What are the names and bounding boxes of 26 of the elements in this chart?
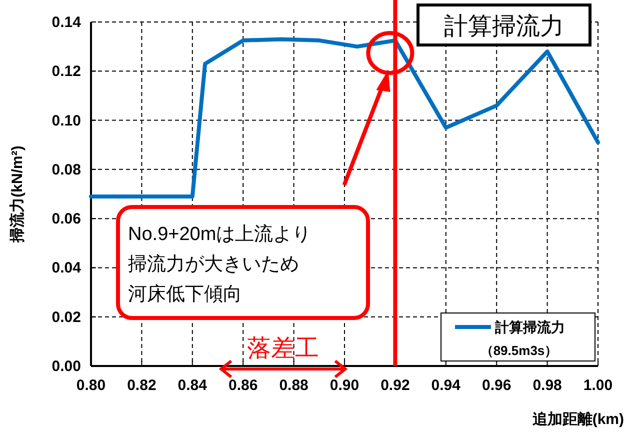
- x-tick-label: 0.88: [279, 377, 308, 394]
- y-tick-label: 0.14: [52, 14, 82, 31]
- line-series: [89, 37, 600, 198]
- x-tick-label: 0.96: [482, 377, 512, 394]
- x-axis-title: 追加距離(km): [531, 411, 624, 428]
- legend-label: 計算掃流力（89.5m3s）: [480, 319, 565, 358]
- annotation: 落差工: [247, 335, 320, 362]
- x-tick-label: 0.84: [178, 377, 208, 394]
- x-tick-label: 0.82: [127, 377, 156, 394]
- x-tick-label: 0.98: [532, 377, 562, 394]
- y-tick-label: 0.02: [52, 308, 81, 326]
- annotation: No.9+20mは上流より掃流力が大きいため河床低下傾向: [128, 223, 312, 305]
- x-tick-label: 0.92: [380, 377, 410, 394]
- y-tick-label: 0.06: [52, 210, 81, 228]
- y-tick-label: 0.00: [52, 358, 81, 375]
- x-tick-label: 1.00: [583, 377, 613, 394]
- y-tick-label: 0.08: [52, 161, 81, 178]
- y-tick-label: 0.04: [52, 260, 82, 277]
- x-tick-label: 0.94: [431, 377, 462, 394]
- x-tick-label: 0.90: [330, 377, 360, 394]
- annotation: 計算掃流力: [444, 13, 564, 40]
- x-tick-label: 0.86: [228, 377, 258, 394]
- y-axis-title: 掃流力(kN/m²): [8, 146, 26, 244]
- y-tick-label: 0.10: [52, 112, 81, 130]
- x-tick-label: 0.80: [76, 377, 106, 394]
- y-tick-label: 0.12: [52, 63, 81, 80]
